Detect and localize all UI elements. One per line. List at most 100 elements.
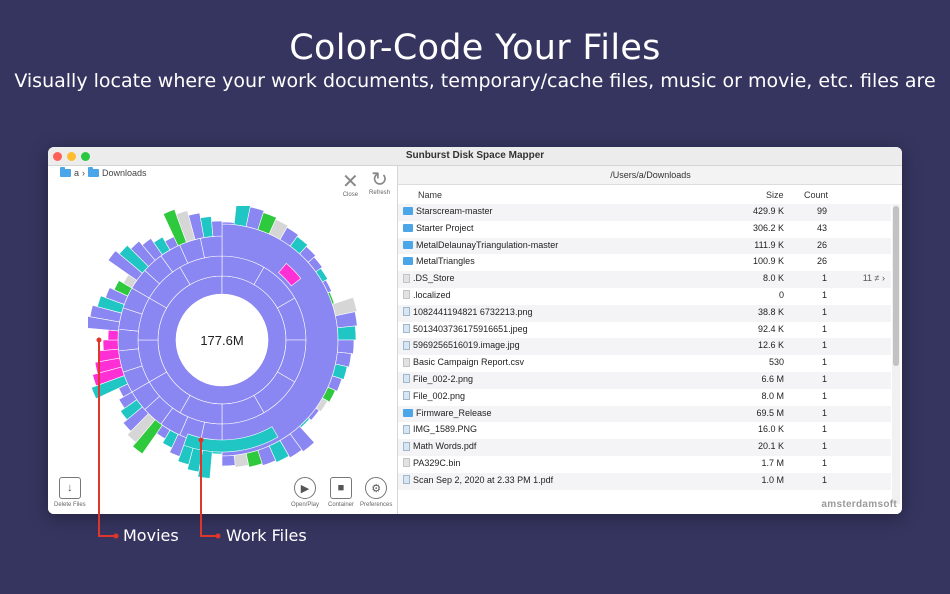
sunburst-outer-segment[interactable] bbox=[221, 455, 236, 467]
item-badge: 11 ≠ › bbox=[862, 273, 885, 284]
sunburst-outer-segment[interactable] bbox=[102, 339, 119, 351]
file-name: Scan Sep 2, 2020 at 2.33 PM 1.pdf bbox=[413, 474, 554, 485]
file-count: 1 bbox=[821, 357, 827, 368]
file-name: .localized bbox=[413, 289, 451, 300]
file-name-cell: 5969256516019.image.jpg bbox=[403, 340, 520, 350]
file-name: Basic Campaign Report.csv bbox=[413, 357, 525, 368]
file-size: 1.7 M bbox=[761, 457, 784, 468]
sunburst-outer-segment[interactable] bbox=[107, 329, 119, 341]
file-size: 16.0 K bbox=[757, 424, 784, 435]
close-tool-label: Close bbox=[342, 192, 359, 198]
table-row[interactable]: 1082441194821 6732213.png 38.8 K 1 bbox=[398, 304, 891, 322]
breadcrumb-item-root[interactable]: a bbox=[74, 168, 80, 178]
file-table: Starscream-master 429.9 K 99 Starter Projec… bbox=[398, 204, 891, 490]
table-row[interactable]: Firmware_Release 69.5 M 1 bbox=[398, 405, 891, 423]
sunburst-segment[interactable] bbox=[117, 328, 139, 352]
minimize-window-button[interactable] bbox=[67, 152, 76, 161]
file-name: Starscream-master bbox=[416, 206, 493, 216]
movies-callout-label: Movies bbox=[123, 526, 179, 545]
file-name-cell: Firmware_Release bbox=[403, 408, 492, 418]
folder-icon bbox=[60, 167, 71, 177]
folder-icon bbox=[403, 408, 413, 417]
chevron-right-icon: › bbox=[82, 168, 86, 178]
file-name-cell: File_002-2.png bbox=[403, 374, 473, 384]
container-button[interactable]: ■ Container bbox=[328, 477, 354, 508]
column-header-size[interactable]: Size bbox=[766, 190, 784, 200]
app-window: Sunburst Disk Space Mapper a › Downloads… bbox=[48, 147, 902, 514]
document-icon bbox=[403, 273, 410, 283]
open-play-label: Open/Play bbox=[291, 502, 320, 508]
zoom-window-button[interactable] bbox=[81, 152, 90, 161]
sunburst-outer-segment[interactable] bbox=[221, 221, 235, 225]
refresh-tool-label: Refresh bbox=[369, 190, 391, 196]
table-row[interactable]: IMG_1589.PNG 16.0 K 1 bbox=[398, 422, 891, 439]
file-name: Firmware_Release bbox=[416, 407, 492, 418]
sunburst-outer-segment[interactable] bbox=[233, 453, 249, 468]
file-name: Starter Project bbox=[416, 222, 474, 233]
file-size: 12.6 K bbox=[757, 340, 784, 351]
document-icon bbox=[403, 290, 410, 300]
file-name-cell: MetalTriangles bbox=[403, 256, 475, 266]
window-title: Sunburst Disk Space Mapper bbox=[405, 150, 545, 161]
close-tool-button[interactable]: ✕ Close bbox=[342, 172, 359, 198]
file-size: 530 bbox=[768, 357, 784, 368]
open-play-button[interactable]: ▶ Open/Play bbox=[291, 477, 319, 508]
work-callout-end-dot bbox=[215, 533, 221, 539]
table-row[interactable]: Starscream-master 429.9 K 99 bbox=[398, 204, 891, 221]
file-name-cell: Math Words.pdf bbox=[403, 441, 476, 451]
table-row[interactable]: Starter Project 306.2 K 43 bbox=[398, 221, 891, 238]
sunburst-outer-segment[interactable] bbox=[337, 339, 355, 355]
preferences-label: Preferences bbox=[360, 502, 393, 508]
file-name: 5969256516019.image.jpg bbox=[413, 340, 520, 351]
file-size: 38.8 K bbox=[757, 306, 784, 317]
sunburst-outer-segment[interactable] bbox=[337, 325, 357, 341]
delete-files-button[interactable]: ↓ Delete Files bbox=[54, 477, 86, 508]
table-row[interactable]: File_002-2.png 6.6 M 1 bbox=[398, 371, 891, 389]
file-name-cell: .DS_Store bbox=[403, 273, 455, 283]
table-row[interactable]: .DS_Store 8.0 K 1 11 ≠ › bbox=[398, 271, 891, 288]
column-header-name[interactable]: Name bbox=[418, 190, 443, 200]
container-icon: ■ bbox=[330, 477, 352, 499]
play-icon: ▶ bbox=[294, 477, 317, 499]
table-row[interactable]: Basic Campaign Report.csv 530 1 bbox=[398, 355, 891, 372]
vertical-scrollbar[interactable] bbox=[892, 204, 900, 504]
table-row[interactable]: 5969256516019.image.jpg 12.6 K 1 bbox=[398, 338, 891, 356]
file-name-cell: 1082441194821 6732213.png bbox=[403, 307, 532, 317]
table-row[interactable]: MetalTriangles 100.9 K 26 bbox=[398, 254, 891, 271]
table-row[interactable]: PA329C.bin 1.7 M 1 bbox=[398, 456, 891, 473]
file-name-cell: PA329C.bin bbox=[403, 458, 460, 468]
preferences-button[interactable]: ⚙ Preferences bbox=[360, 477, 392, 508]
sunburst-segment[interactable] bbox=[200, 235, 223, 259]
sunburst-chart[interactable]: 177.6M bbox=[88, 206, 388, 496]
column-header-count[interactable]: Count bbox=[804, 190, 829, 200]
refresh-tool-button[interactable]: ↻ Refresh bbox=[369, 170, 390, 196]
path-bar: /Users/a/Downloads bbox=[398, 166, 902, 185]
table-row[interactable]: File_002.png 8.0 M 1 bbox=[398, 389, 891, 406]
file-name: MetalTriangles bbox=[416, 256, 475, 267]
table-row[interactable]: 5013403736175916651.jpeg 92.4 K 1 bbox=[398, 322, 891, 339]
file-size: 111.9 K bbox=[754, 239, 784, 250]
table-row[interactable]: Scan Sep 2, 2020 at 2.33 PM 1.pdf 1.0 M 1 bbox=[398, 472, 891, 490]
sunburst-movie-segment[interactable] bbox=[278, 262, 302, 287]
file-count: 1 bbox=[821, 474, 827, 485]
table-row[interactable]: .localized 0 1 bbox=[398, 288, 891, 305]
table-row[interactable]: MetalDelaunayTriangulation-master 111.9 K… bbox=[398, 237, 891, 255]
file-size: 92.4 K bbox=[757, 323, 784, 334]
file-size: 6.6 M bbox=[761, 373, 784, 384]
folder-icon bbox=[403, 223, 413, 232]
sunburst-outer-segment[interactable] bbox=[211, 220, 223, 237]
file-name-cell: Starscream-master bbox=[403, 206, 493, 216]
image-file-icon bbox=[403, 441, 410, 451]
file-name: PA329C.bin bbox=[413, 457, 461, 468]
close-window-button[interactable] bbox=[53, 152, 62, 161]
file-name-cell: Scan Sep 2, 2020 at 2.33 PM 1.pdf bbox=[403, 475, 553, 485]
sunburst-center[interactable] bbox=[176, 294, 268, 386]
image-file-icon bbox=[403, 324, 410, 334]
file-size: 20.1 K bbox=[757, 441, 784, 452]
download-arrow-icon: ↓ bbox=[58, 477, 81, 499]
table-row[interactable]: Math Words.pdf 20.1 K 1 bbox=[398, 439, 891, 456]
breadcrumb-item-current[interactable]: Downloads bbox=[102, 168, 147, 178]
file-count: 1 bbox=[821, 340, 827, 351]
file-name: 5013403736175916651.jpeg bbox=[413, 323, 528, 334]
scroll-thumb[interactable] bbox=[893, 206, 899, 366]
